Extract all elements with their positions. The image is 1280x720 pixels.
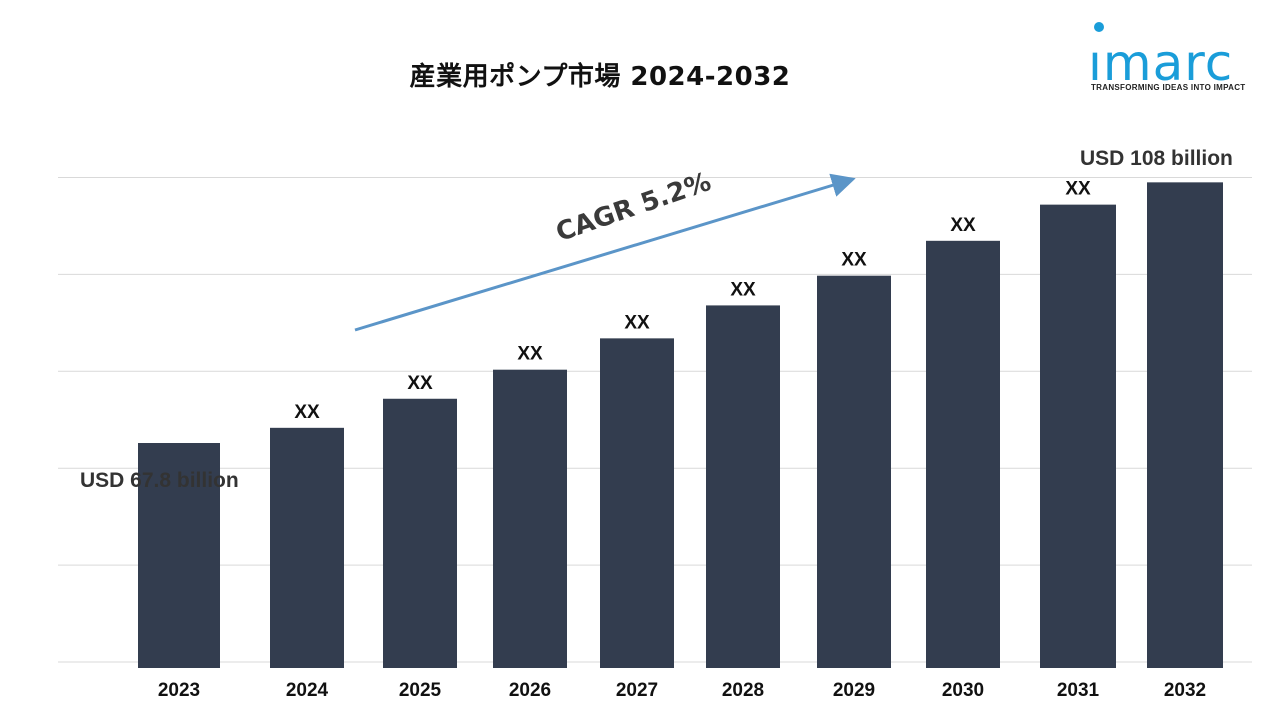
- x-tick-label: 2026: [509, 680, 551, 701]
- bar-2031: [1040, 204, 1116, 668]
- cagr-trend-arrow: [354, 173, 856, 332]
- bar-2028: [706, 305, 780, 668]
- x-tick-label: 2028: [722, 680, 764, 701]
- data-label: XX: [624, 312, 650, 333]
- bar-2032: [1147, 182, 1223, 668]
- x-tick-label: 2025: [399, 680, 442, 701]
- data-label: XX: [1065, 179, 1091, 200]
- x-tick-label: 2032: [1164, 680, 1206, 701]
- x-tick-label: 2027: [616, 680, 658, 701]
- logo-wordmark: ımarc: [1088, 34, 1234, 92]
- bar-2029: [817, 275, 891, 668]
- end-value-label: USD 108 billion: [1080, 147, 1233, 170]
- bar-2024: [270, 427, 344, 668]
- start-value-label: USD 67.8 billion: [80, 469, 239, 492]
- logo-dot: [1094, 22, 1104, 32]
- data-label: XX: [950, 215, 976, 236]
- imarc-logo: ımarc TRANSFORMING IDEAS INTO IMPACT: [1088, 18, 1268, 98]
- data-label: XX: [294, 402, 320, 423]
- x-tick-label: 2023: [158, 680, 200, 701]
- data-label: XX: [730, 279, 756, 300]
- bar-2023: [138, 443, 220, 668]
- x-tick-label: 2030: [942, 680, 984, 701]
- chart-title: 産業用ポンプ市場 2024-2032: [409, 62, 791, 92]
- x-tick-label: 2029: [833, 680, 875, 701]
- data-label: XX: [407, 373, 433, 394]
- x-tick-label: 2024: [286, 680, 329, 701]
- bar-2025: [383, 398, 457, 668]
- logo-tagline: TRANSFORMING IDEAS INTO IMPACT: [1091, 83, 1246, 92]
- data-label: XX: [517, 344, 543, 365]
- data-label: XX: [841, 250, 867, 271]
- bar-2030: [926, 240, 1000, 669]
- bar-2026: [493, 369, 567, 668]
- x-tick-label: 2031: [1057, 680, 1100, 701]
- bar-2027: [600, 338, 674, 668]
